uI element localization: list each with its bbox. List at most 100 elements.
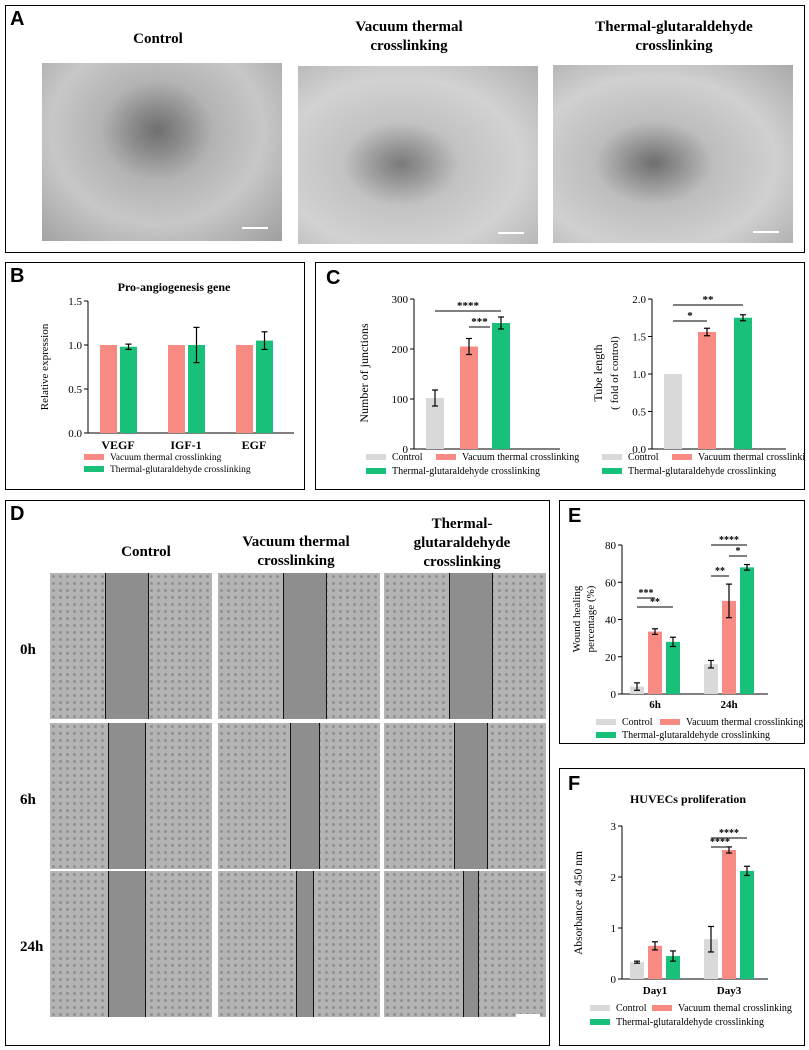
legend-label: Control — [392, 452, 423, 463]
bar — [664, 374, 682, 449]
y-tick-label: 2 — [611, 872, 617, 884]
legend-label: Thermal-glutaraldehyde crosslinking — [622, 730, 770, 741]
panel-d: D Control Vacuum thermal crosslinking Th… — [5, 500, 550, 1046]
title-line: Control — [133, 31, 183, 47]
y-tick-label: 0.0 — [632, 444, 646, 456]
bar — [722, 600, 736, 694]
y-tick-label: 0 — [611, 974, 617, 986]
bar — [460, 346, 478, 449]
bar — [734, 317, 752, 449]
legend-label: Thermal-glutaraldehyde crosslinking — [110, 465, 251, 475]
micrograph-tube-control — [42, 63, 282, 241]
y-tick-label: 1.0 — [632, 369, 646, 381]
legend-swatch — [672, 454, 692, 460]
chart-title: Pro-angiogenesis gene — [118, 280, 231, 294]
title-line: Vacuum thermal — [355, 19, 463, 35]
legend-swatch — [366, 468, 386, 474]
legend-swatch — [602, 454, 622, 460]
significance-label: ** — [715, 566, 725, 577]
wound-gap — [462, 871, 480, 1017]
legend-label: Control — [616, 1003, 647, 1014]
legend-swatch — [596, 719, 616, 725]
y-tick-label: 1.5 — [68, 296, 82, 308]
y-tick-label: 0.0 — [68, 428, 82, 440]
legend-label: Vacuum thermal crosslinking — [686, 717, 803, 728]
bar — [100, 345, 117, 433]
title-line: crosslinking — [257, 553, 335, 569]
significance-label: ** — [703, 294, 715, 306]
y-axis-label: Number of junctions — [357, 323, 371, 423]
significance-label: *** — [639, 588, 654, 599]
legend-label: Vacuum thermal crosslinking — [698, 452, 804, 463]
chart-f: HUVECs proliferation 0 1 2 3 Absorbance at 45… — [573, 792, 792, 1028]
wound-gap — [289, 723, 321, 869]
y-tick-label: 20 — [605, 652, 617, 664]
bar — [188, 345, 205, 433]
legend-label: Thermal-glutaraldehyde crosslinking — [392, 466, 540, 477]
y-tick-label: 1.5 — [632, 332, 646, 344]
wound-image-control-0h — [50, 573, 212, 719]
title-line: crosslinking — [423, 554, 501, 570]
bar — [740, 567, 754, 694]
legend-swatch — [660, 719, 680, 725]
bar — [666, 641, 680, 694]
panel-f: F HUVECs proliferation 0 1 2 3 Absorbance at … — [559, 768, 805, 1046]
legend-label: Thermal-glutaraldehyde crosslinking — [628, 466, 776, 477]
wound-image-glut-0h — [384, 573, 546, 719]
micrograph-tube-vacuum — [298, 66, 538, 244]
legend-swatch — [84, 454, 104, 460]
row-label-0h: 0h — [20, 642, 36, 658]
wound-gap — [107, 723, 147, 869]
legend-label: Thermal-glutaraldehyde crosslinking — [616, 1017, 764, 1028]
bar — [704, 939, 718, 979]
bar — [256, 340, 273, 433]
panel-label-a: A — [10, 8, 25, 30]
chart-title: HUVECs proliferation — [630, 792, 746, 806]
y-tick-label: 1.0 — [68, 340, 82, 352]
bar — [630, 962, 644, 979]
panel-e: E 0 20 40 60 80 Wound healing percentage (%) 6h… — [559, 500, 805, 744]
panel-label-f: F — [568, 773, 581, 795]
significance-label: ** — [650, 597, 660, 608]
bar — [704, 664, 718, 694]
significance-label: * — [687, 310, 693, 322]
panel-c: C 0 100 200 300 Number of junctions *** **** Co… — [315, 262, 805, 490]
wound-image-control-6h — [50, 723, 212, 869]
y-tick-label: 0 — [611, 689, 617, 701]
scale-bar — [516, 1014, 540, 1017]
y-axis-label: Wound healing — [571, 585, 583, 652]
y-axis-label: percentage (%) — [585, 585, 597, 652]
wound-image-glut-6h — [384, 723, 546, 869]
legend-label: Control — [628, 452, 659, 463]
panel-a-title-vacuum: Vacuum thermal crosslinking — [309, 18, 509, 56]
significance-label: **** — [719, 828, 739, 839]
chart-e: 0 20 40 60 80 Wound healing percentage (%) 6h 24… — [571, 535, 803, 741]
y-tick-label: 0.5 — [632, 407, 646, 419]
y-axis-label: Relative expression — [39, 323, 51, 410]
legend-swatch — [596, 732, 616, 738]
legend-swatch — [590, 1019, 610, 1025]
wound-gap — [296, 871, 314, 1017]
significance-label: * — [736, 546, 741, 557]
bar — [698, 332, 716, 449]
y-tick-label: 0 — [403, 444, 409, 456]
panel-a-title-control: Control — [68, 30, 248, 49]
bar — [648, 631, 662, 694]
panel-d-title-glut: Thermal- glutaraldehyde crosslinking — [382, 515, 542, 572]
bar — [648, 945, 662, 979]
legend-swatch — [590, 1005, 610, 1011]
bar — [722, 849, 736, 979]
wound-gap — [105, 573, 149, 719]
y-axis-label: Tube length — [591, 344, 605, 401]
row-label-24h: 24h — [20, 939, 44, 955]
x-tick-label: 6h — [649, 699, 661, 711]
x-tick-label: Day1 — [643, 985, 667, 997]
wound-gap — [107, 871, 147, 1017]
bar — [120, 346, 137, 433]
scale-bar — [498, 232, 524, 234]
legend-swatch — [436, 454, 456, 460]
row-label-6h: 6h — [20, 792, 36, 808]
y-axis-label: Absorbance at 450 nm — [573, 851, 585, 955]
legend-label: Vacuum themal crosslinking — [678, 1003, 792, 1014]
y-tick-label: 40 — [605, 615, 617, 627]
